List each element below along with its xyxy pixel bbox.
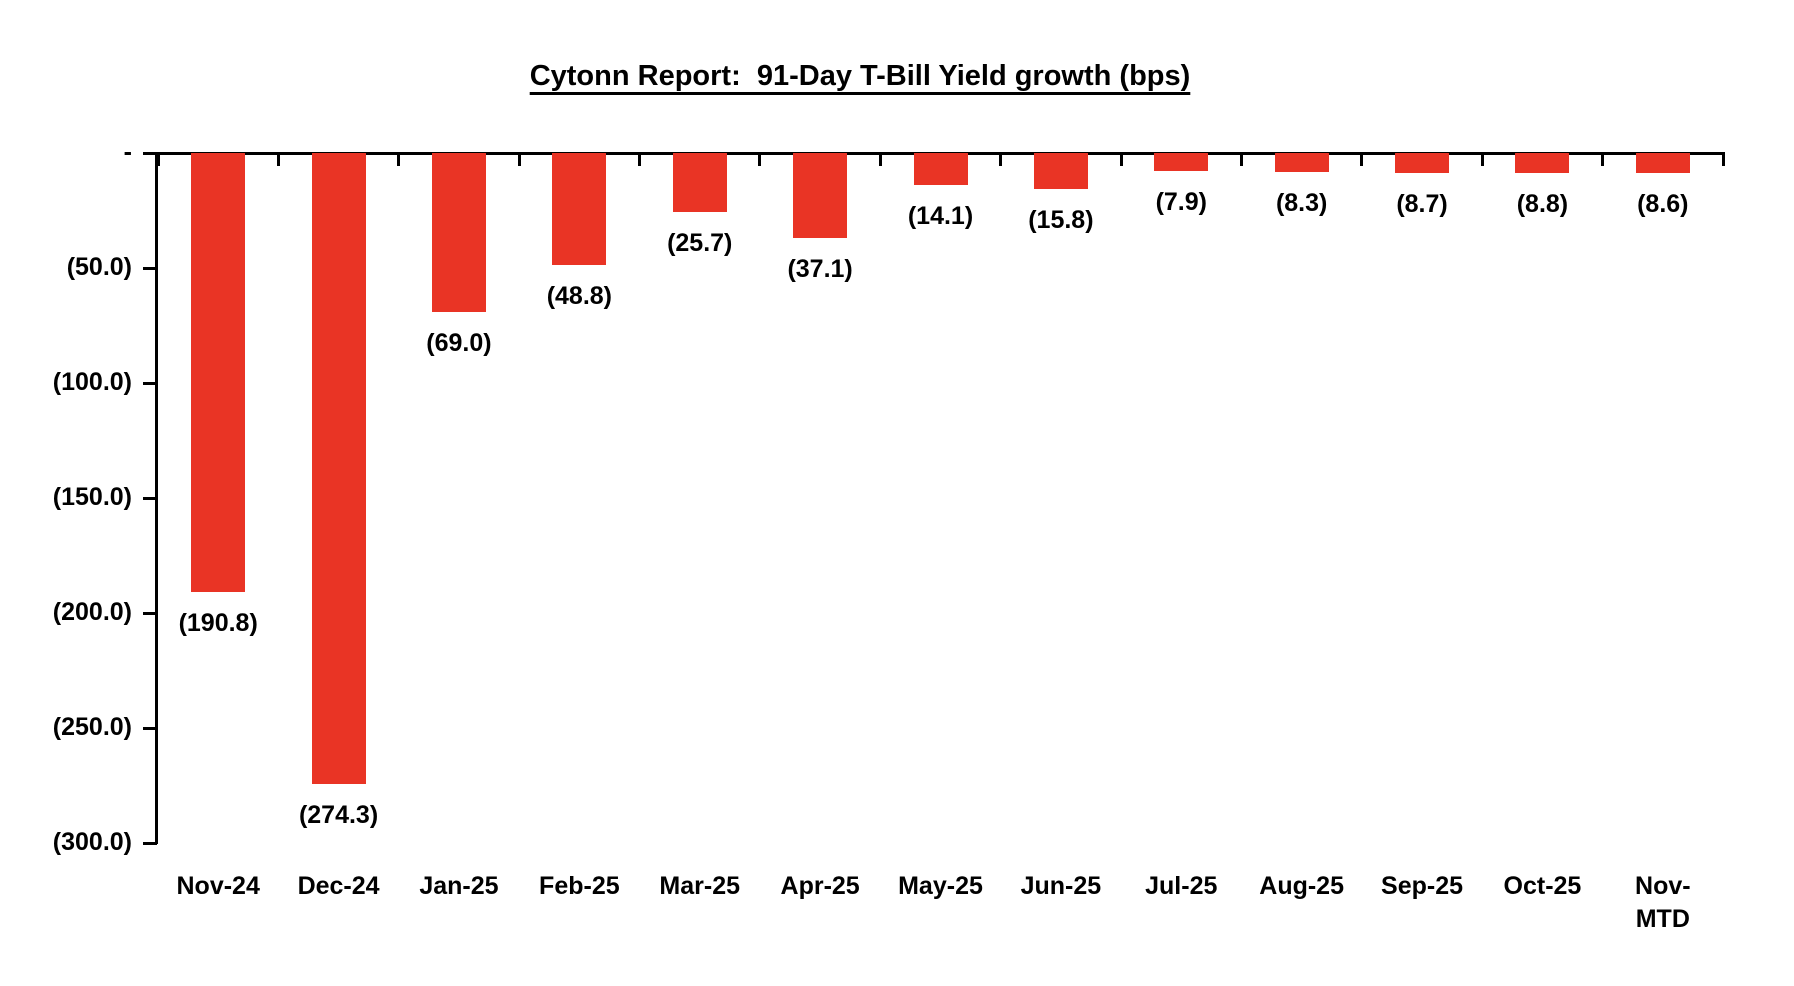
bar <box>1635 153 1690 173</box>
x-axis-category-label: Dec-24 <box>297 872 380 900</box>
bar-data-label: (8.8) <box>1516 190 1569 219</box>
y-axis-tick <box>143 382 157 385</box>
x-axis-tick <box>999 152 1003 166</box>
x-axis-tick <box>1360 152 1364 166</box>
bar <box>191 153 246 592</box>
x-axis-category-label: Nov-24 <box>176 872 260 900</box>
bar <box>1515 153 1570 174</box>
bar <box>311 153 366 784</box>
bar-data-label: (274.3) <box>298 800 379 829</box>
x-axis-category-label: Jun-25 <box>1020 872 1102 900</box>
x-axis-category-label: Jul-25 <box>1145 872 1218 900</box>
bar <box>1274 153 1329 173</box>
y-axis-tick-label: - <box>123 138 132 166</box>
bar-data-label: (25.7) <box>667 229 733 258</box>
x-axis-tick <box>1601 152 1605 166</box>
y-axis-tick-label: (200.0) <box>52 598 132 626</box>
bar <box>672 153 727 213</box>
y-axis-tick-label: (50.0) <box>66 253 132 281</box>
y-axis-tick <box>143 727 157 730</box>
bar-data-label: (8.7) <box>1396 190 1448 218</box>
bar-data-label: (190.8) <box>178 608 258 637</box>
bar-data-label: (48.8) <box>546 282 612 311</box>
y-axis-tick <box>143 497 157 500</box>
x-axis-category-label: May-25 <box>898 872 983 900</box>
x-axis-category-label: Aug-25 <box>1259 872 1344 900</box>
y-axis-tick-label: (150.0) <box>52 483 132 511</box>
y-axis-tick-label: (100.0) <box>52 368 132 396</box>
y-axis-tick <box>143 152 157 155</box>
x-axis-tick <box>156 152 160 166</box>
bar <box>431 153 486 312</box>
y-axis-tick <box>143 267 157 270</box>
x-axis-category-label: Apr-25 <box>780 872 860 900</box>
x-axis-tick <box>638 152 642 166</box>
bar <box>1033 153 1088 190</box>
chart-title: Cytonn Report: 91-Day T-Bill Yield growt… <box>529 60 1191 92</box>
x-axis-tick <box>1119 152 1123 166</box>
x-axis-category-label: Sep-25 <box>1381 872 1464 900</box>
bar-data-label: (14.1) <box>907 202 974 231</box>
y-axis-tick <box>143 612 157 615</box>
x-axis-tick <box>1721 152 1725 166</box>
x-axis-category-label: Nov-MTD <box>1635 872 1691 933</box>
bar-data-label: (7.9) <box>1155 188 1207 217</box>
x-axis-tick <box>517 152 521 166</box>
x-axis-category-label: Jan-25 <box>419 872 499 900</box>
x-axis-tick <box>1239 152 1243 166</box>
x-axis-tick <box>758 152 762 166</box>
x-axis-category-label: Mar-25 <box>659 872 741 900</box>
x-axis-tick <box>276 152 280 166</box>
x-axis-tick <box>878 152 882 166</box>
y-axis-tick-label: (300.0) <box>52 828 132 856</box>
bar <box>552 153 607 266</box>
y-axis-tick-label: (250.0) <box>52 713 132 741</box>
y-axis-tick <box>143 842 157 845</box>
bar-data-label: (15.8) <box>1028 206 1094 235</box>
bar <box>913 153 968 186</box>
x-axis-tick <box>1480 152 1484 166</box>
bar <box>1154 153 1209 172</box>
x-axis-category-label: Oct-25 <box>1503 872 1582 900</box>
bar-data-label: (8.3) <box>1275 189 1328 218</box>
x-axis-category-label: Feb-25 <box>539 872 620 900</box>
x-axis-tick <box>397 152 401 166</box>
bar-data-label: (69.0) <box>426 328 492 357</box>
bar-data-label: (37.1) <box>787 255 853 284</box>
bar <box>1395 153 1450 173</box>
bar <box>793 153 848 239</box>
bar-data-label: (8.6) <box>1637 189 1689 218</box>
